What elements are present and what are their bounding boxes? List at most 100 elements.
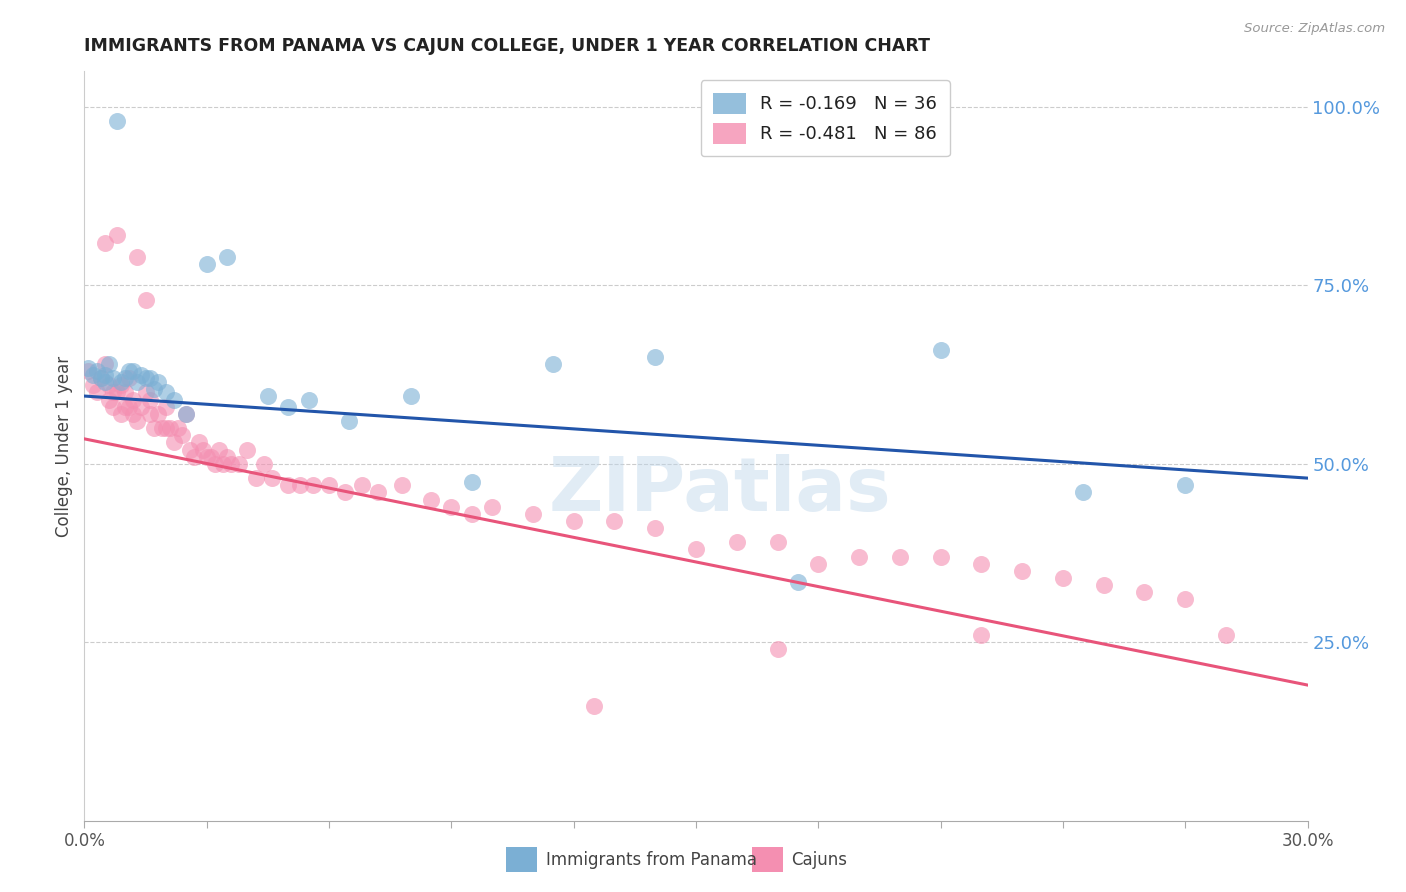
- Point: [335, 485, 357, 500]
- Point: [603, 514, 626, 528]
- Text: Immigrants from Panama: Immigrants from Panama: [546, 851, 756, 869]
- Point: [440, 500, 463, 514]
- Point: [1174, 592, 1197, 607]
- Point: [174, 407, 197, 421]
- Point: [114, 400, 136, 414]
- Point: [118, 400, 141, 414]
- Point: [118, 371, 141, 385]
- Point: [93, 357, 115, 371]
- Point: [82, 378, 104, 392]
- Y-axis label: College, Under 1 year: College, Under 1 year: [55, 355, 73, 537]
- Point: [257, 389, 280, 403]
- Point: [1052, 571, 1074, 585]
- Point: [135, 293, 157, 307]
- Text: Source: ZipAtlas.com: Source: ZipAtlas.com: [1244, 22, 1385, 36]
- Point: [766, 535, 789, 549]
- Point: [122, 407, 145, 421]
- Point: [86, 385, 108, 400]
- Point: [131, 400, 153, 414]
- Point: [174, 407, 197, 421]
- Point: [172, 428, 194, 442]
- Point: [191, 442, 214, 457]
- Point: [236, 442, 259, 457]
- Point: [889, 549, 911, 564]
- Point: [101, 371, 124, 385]
- Point: [339, 414, 361, 428]
- Point: [219, 457, 242, 471]
- Point: [562, 514, 585, 528]
- Point: [1092, 578, 1115, 592]
- Point: [105, 385, 128, 400]
- Point: [420, 492, 443, 507]
- Point: [260, 471, 283, 485]
- Point: [277, 400, 299, 414]
- Point: [110, 407, 132, 421]
- Point: [1073, 485, 1095, 500]
- Point: [367, 485, 389, 500]
- Point: [155, 400, 177, 414]
- Point: [644, 350, 666, 364]
- Point: [228, 457, 250, 471]
- Point: [82, 368, 104, 382]
- Point: [90, 371, 112, 385]
- Point: [725, 535, 748, 549]
- Point: [183, 450, 205, 464]
- Point: [807, 557, 830, 571]
- Point: [929, 549, 952, 564]
- Point: [142, 421, 165, 435]
- Point: [86, 364, 108, 378]
- Text: IMMIGRANTS FROM PANAMA VS CAJUN COLLEGE, UNDER 1 YEAR CORRELATION CHART: IMMIGRANTS FROM PANAMA VS CAJUN COLLEGE,…: [84, 37, 931, 54]
- Point: [97, 357, 120, 371]
- Point: [163, 392, 186, 407]
- Point: [970, 557, 993, 571]
- Point: [110, 378, 132, 392]
- Point: [138, 407, 160, 421]
- Point: [97, 392, 120, 407]
- Point: [101, 385, 124, 400]
- Point: [301, 478, 323, 492]
- Point: [159, 421, 181, 435]
- Point: [105, 114, 128, 128]
- Point: [1215, 628, 1237, 642]
- Point: [146, 375, 169, 389]
- Point: [118, 364, 141, 378]
- Point: [122, 392, 145, 407]
- Point: [138, 392, 160, 407]
- Point: [461, 475, 484, 489]
- Point: [200, 450, 222, 464]
- Point: [277, 478, 299, 492]
- Point: [97, 378, 120, 392]
- Point: [481, 500, 503, 514]
- Point: [766, 642, 789, 657]
- Point: [135, 371, 157, 385]
- Point: [142, 382, 165, 396]
- Point: [217, 450, 239, 464]
- Point: [179, 442, 201, 457]
- Point: [929, 343, 952, 357]
- Point: [848, 549, 870, 564]
- Point: [127, 414, 149, 428]
- Point: [163, 435, 186, 450]
- Point: [93, 368, 115, 382]
- Point: [127, 250, 149, 264]
- Point: [1011, 564, 1033, 578]
- Text: Cajuns: Cajuns: [792, 851, 848, 869]
- Point: [1133, 585, 1156, 599]
- Point: [93, 375, 115, 389]
- Point: [970, 628, 993, 642]
- Point: [146, 407, 169, 421]
- Point: [350, 478, 373, 492]
- Point: [685, 542, 707, 557]
- Point: [204, 457, 226, 471]
- Point: [208, 442, 231, 457]
- Point: [318, 478, 340, 492]
- Point: [127, 375, 149, 389]
- Point: [77, 360, 100, 375]
- Point: [522, 507, 544, 521]
- Point: [155, 385, 177, 400]
- Point: [187, 435, 209, 450]
- Text: ZIPatlas: ZIPatlas: [550, 454, 891, 527]
- Point: [290, 478, 312, 492]
- Point: [167, 421, 190, 435]
- Point: [131, 368, 153, 382]
